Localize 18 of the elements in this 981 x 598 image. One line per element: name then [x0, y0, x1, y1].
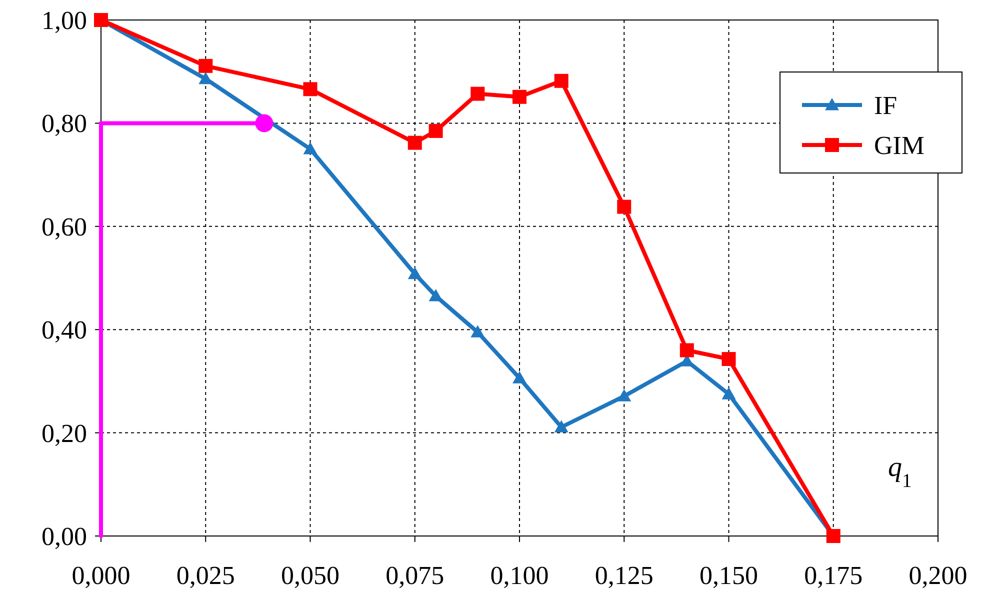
y-tick-label: 0,00: [42, 522, 87, 551]
x-tick-label: 0,000: [72, 561, 130, 590]
x-tick-label: 0,025: [176, 561, 235, 590]
x-tick-label: 0,100: [490, 561, 549, 590]
x-tick-label: 0,050: [281, 561, 340, 590]
y-tick-label: 0,60: [42, 212, 87, 242]
legend-label: GIM: [874, 131, 925, 160]
x-tick-label: 0,175: [804, 561, 863, 590]
y-tick-label: 1,00: [42, 6, 87, 35]
y-tick-label: 0,20: [42, 418, 87, 448]
legend-label: IF: [874, 91, 898, 120]
x-axis-title: q$_{1}$: [888, 452, 912, 492]
y-tick-label: 0,40: [42, 316, 87, 345]
x-tick-label: 0,150: [700, 561, 758, 590]
x-tick-label: 0,200: [908, 561, 968, 590]
y-tick-label: 0,80: [42, 109, 87, 138]
x-tick-label: 0,125: [594, 561, 654, 590]
x-tick-label: 0,075: [386, 561, 444, 590]
